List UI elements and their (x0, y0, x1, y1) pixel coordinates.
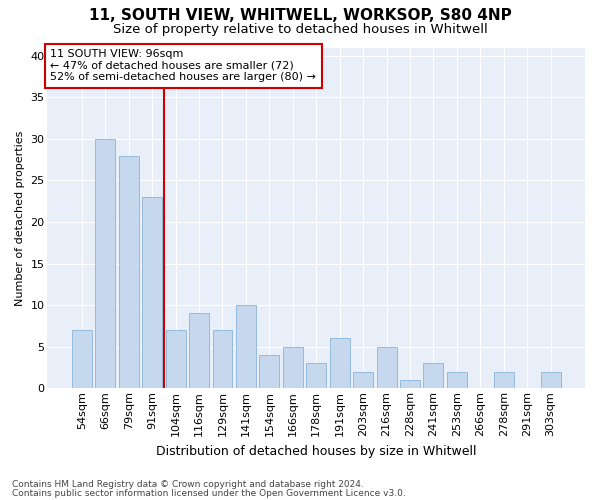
Bar (353, 372, 373, 388)
Bar (166, 330, 185, 388)
Text: Contains HM Land Registry data © Crown copyright and database right 2024.: Contains HM Land Registry data © Crown c… (12, 480, 364, 489)
Bar (400, 380, 420, 388)
Bar (236, 305, 256, 388)
Bar (447, 372, 467, 388)
Bar (95, 139, 115, 388)
Bar (306, 364, 326, 388)
Text: Size of property relative to detached houses in Whitwell: Size of property relative to detached ho… (113, 22, 487, 36)
Bar (259, 355, 280, 388)
Text: 11, SOUTH VIEW, WHITWELL, WORKSOP, S80 4NP: 11, SOUTH VIEW, WHITWELL, WORKSOP, S80 4… (89, 8, 511, 22)
Text: 11 SOUTH VIEW: 96sqm
← 47% of detached houses are smaller (72)
52% of semi-detac: 11 SOUTH VIEW: 96sqm ← 47% of detached h… (50, 49, 316, 82)
Bar (72, 330, 92, 388)
X-axis label: Distribution of detached houses by size in Whitwell: Distribution of detached houses by size … (156, 444, 476, 458)
Bar (189, 314, 209, 388)
Bar (330, 338, 350, 388)
Bar (283, 346, 303, 389)
Bar (424, 364, 443, 388)
Y-axis label: Number of detached properties: Number of detached properties (15, 130, 25, 306)
Text: Contains public sector information licensed under the Open Government Licence v3: Contains public sector information licen… (12, 488, 406, 498)
Bar (142, 197, 162, 388)
Bar (212, 330, 232, 388)
Bar (119, 156, 139, 388)
Bar (541, 372, 560, 388)
Bar (377, 346, 397, 389)
Bar (494, 372, 514, 388)
